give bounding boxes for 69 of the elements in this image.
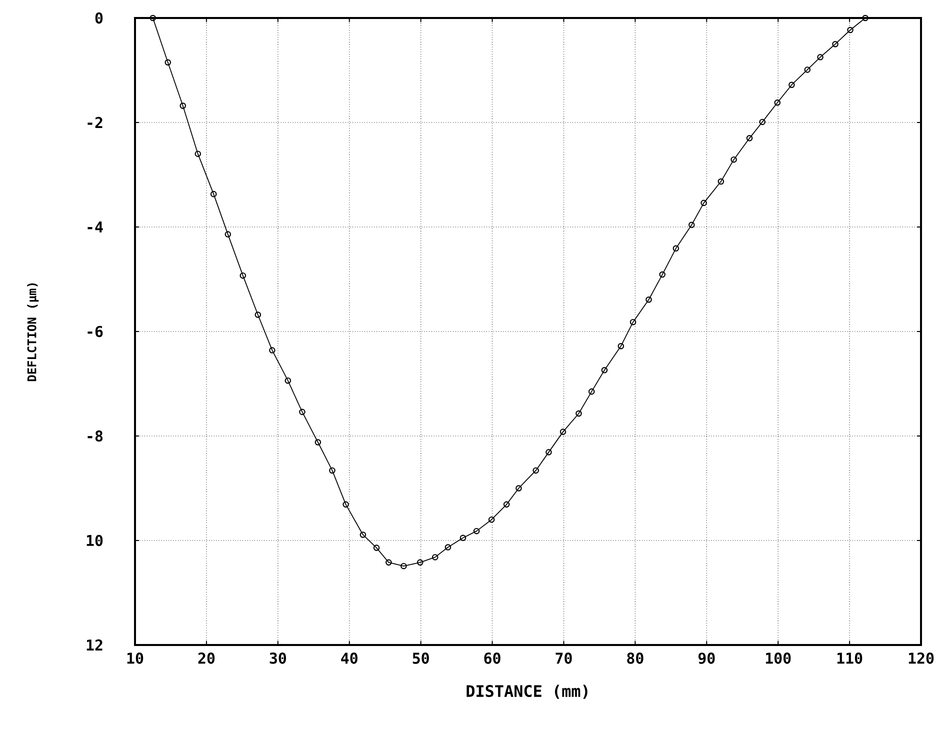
point — [788, 82, 795, 88]
point — [164, 59, 172, 66]
y-tick-label: 0 — [95, 12, 103, 24]
x-tick-label: 120 — [908, 652, 934, 664]
point — [373, 544, 380, 551]
x-tick-label: 40 — [341, 652, 358, 664]
point — [546, 449, 552, 456]
point — [817, 54, 824, 60]
x-tick-label: 70 — [556, 652, 572, 664]
x-tick-label: 90 — [698, 652, 715, 664]
point — [314, 439, 322, 446]
point — [210, 190, 217, 198]
x-axis-title: DISTANCE (mm) — [466, 684, 588, 699]
point — [759, 118, 766, 126]
point — [730, 156, 737, 163]
point — [299, 408, 306, 416]
x-tick-label: 80 — [627, 652, 644, 664]
point — [630, 318, 636, 326]
point — [444, 544, 452, 550]
point — [194, 150, 202, 157]
point — [832, 40, 838, 48]
x-tick-label: 50 — [412, 652, 429, 664]
point — [718, 178, 724, 185]
point — [269, 347, 276, 354]
point — [473, 528, 480, 534]
point — [588, 388, 595, 395]
x-tick-label: 20 — [198, 652, 215, 664]
point — [432, 554, 438, 560]
x-tick-label: 60 — [484, 652, 500, 664]
point — [254, 312, 262, 318]
point — [576, 410, 582, 417]
point — [284, 377, 292, 384]
y-tick-label: -4 — [88, 222, 103, 232]
point — [516, 485, 522, 492]
y-tick-label: -8 — [88, 430, 103, 442]
point — [601, 367, 608, 374]
point — [700, 200, 707, 206]
point — [659, 271, 666, 278]
point — [672, 245, 680, 252]
point — [329, 467, 336, 474]
point — [688, 222, 695, 228]
point — [804, 66, 811, 73]
x-tick-label: 30 — [270, 652, 286, 664]
x-tick-label: 110 — [837, 652, 862, 664]
point — [180, 102, 186, 109]
point — [774, 99, 781, 106]
point — [488, 516, 495, 523]
point — [342, 501, 349, 508]
point — [400, 562, 407, 570]
y-tick-label: -2 — [88, 116, 102, 128]
y-tick-label: -6 — [88, 326, 103, 338]
x-tick-label: 100 — [766, 652, 791, 664]
point — [240, 272, 246, 279]
point — [847, 26, 854, 34]
point — [532, 467, 540, 474]
y-axis-title: DEFLCTION (μm) — [27, 283, 39, 382]
point — [560, 428, 566, 435]
point — [360, 532, 366, 538]
y-tick-label: 10 — [86, 534, 103, 546]
x-tick-label: 10 — [127, 652, 144, 664]
point — [416, 559, 424, 566]
point — [503, 501, 510, 508]
point — [618, 342, 624, 350]
point — [460, 534, 466, 542]
point — [224, 231, 232, 238]
y-tick-label: 12 — [86, 639, 102, 651]
point — [386, 559, 392, 566]
point — [646, 296, 652, 303]
point — [746, 135, 753, 142]
